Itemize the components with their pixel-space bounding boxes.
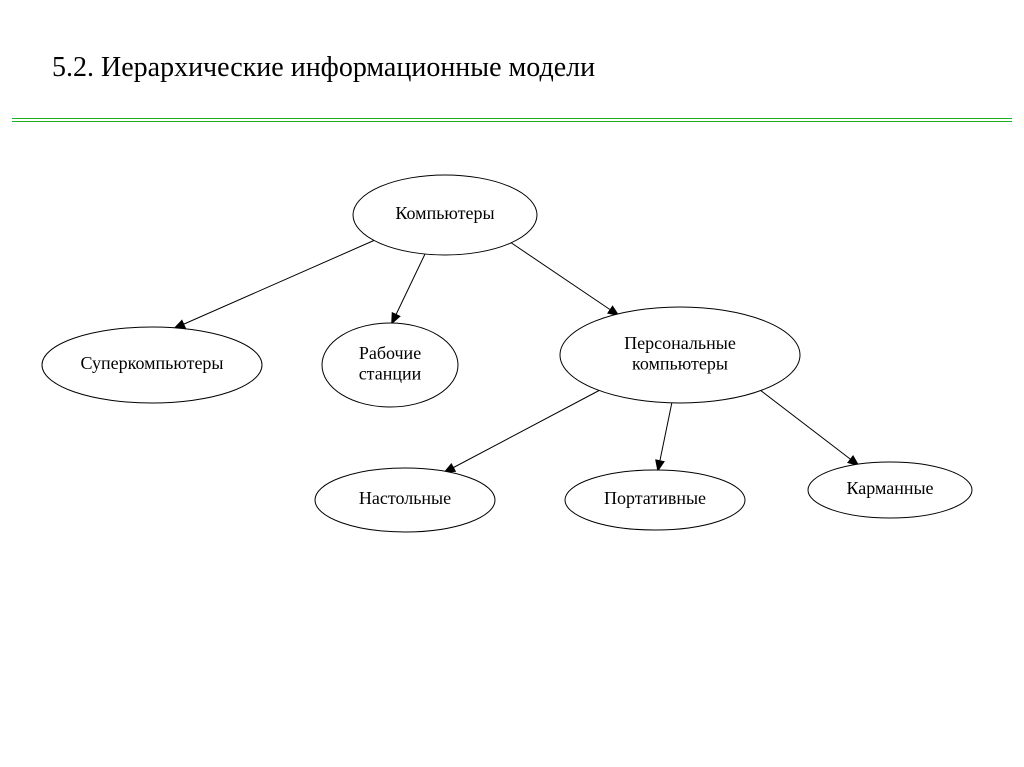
edge-root-pc	[510, 242, 618, 315]
node-label-pc: Персональные	[624, 333, 736, 353]
edge-root-super	[175, 240, 375, 328]
edge-pc-port	[658, 402, 672, 470]
hierarchy-diagram: Компьютеры Суперкомпьютеры Рабочиестанции П…	[0, 0, 1024, 767]
node-root: Компьютеры	[353, 175, 537, 255]
node-label-work: Рабочие	[359, 343, 421, 363]
node-pc: Персональныекомпьютеры	[560, 307, 800, 403]
node-label-pc: компьютеры	[632, 353, 728, 373]
node-port: Портативные	[565, 470, 745, 530]
edge-pc-desk	[445, 390, 600, 472]
page: 5.2. Иерархические информационные модели…	[0, 0, 1024, 767]
edge-root-work	[392, 254, 425, 323]
node-label-port: Портативные	[604, 488, 706, 508]
node-label-super: Суперкомпьютеры	[80, 353, 223, 373]
node-label-root: Компьютеры	[395, 203, 494, 223]
node-desk: Настольные	[315, 468, 495, 532]
node-pocket: Карманные	[808, 462, 972, 518]
node-label-pocket: Карманные	[846, 478, 933, 498]
node-label-work: станции	[359, 363, 422, 383]
edge-pc-pocket	[760, 390, 858, 465]
node-super: Суперкомпьютеры	[42, 327, 262, 403]
node-work: Рабочиестанции	[322, 323, 458, 407]
nodes-group: Компьютеры Суперкомпьютеры Рабочиестанции П…	[42, 175, 972, 532]
node-label-desk: Настольные	[359, 488, 451, 508]
